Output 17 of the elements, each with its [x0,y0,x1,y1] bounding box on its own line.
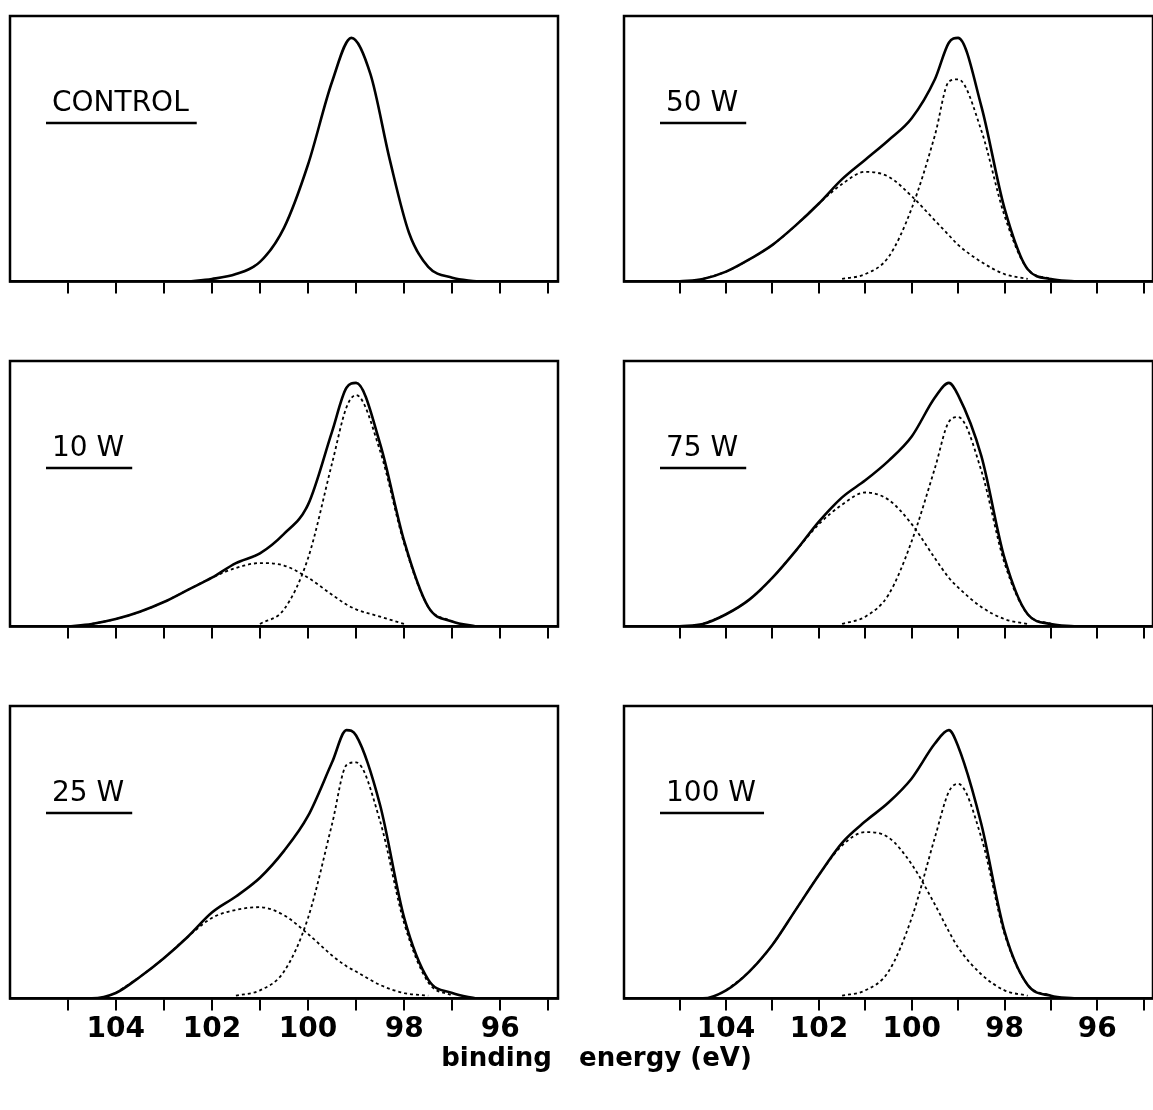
x-tick-label: 100 [882,1011,941,1045]
x-tick-label: 104 [86,1011,145,1045]
x-tick-label: 104 [696,1011,756,1045]
annotation: CONTROL [52,85,190,118]
x-tick-label: 96 [480,1011,520,1045]
x-tick-label: 96 [1077,1011,1117,1045]
x-tick-label: 98 [985,1011,1024,1045]
x-axis-title: binding energy (eV) [441,1042,752,1072]
annotation: 25 W [52,775,125,808]
annotation: 75 W [666,430,739,463]
x-tick-label: 100 [278,1011,338,1045]
x-tick-label: 98 [384,1011,424,1045]
x-tick-label: 102 [789,1011,849,1045]
annotation: 10 W [52,430,125,463]
x-tick-label: 102 [182,1011,242,1045]
annotation: 50 W [666,85,739,118]
annotation: 100 W [666,775,757,808]
